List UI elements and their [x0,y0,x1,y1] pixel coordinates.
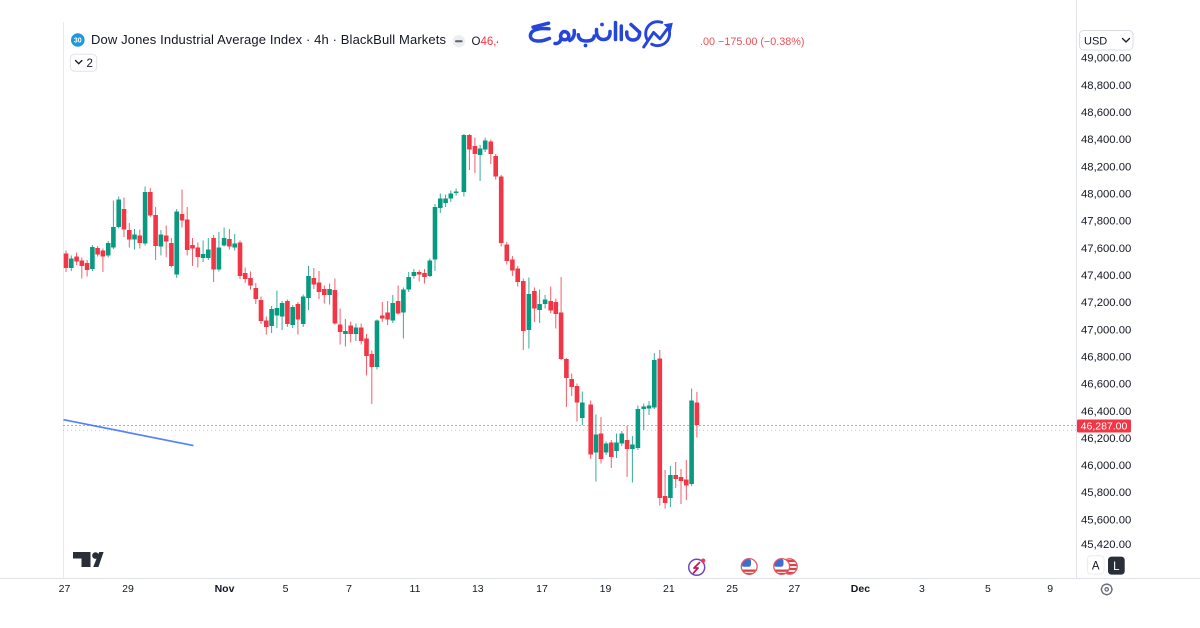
svg-text:25: 25 [726,583,738,595]
svg-text:5: 5 [985,583,991,595]
svg-text:O: O [472,36,481,48]
svg-text:48,600.00: 48,600.00 [1081,107,1131,119]
svg-text:47,000.00: 47,000.00 [1081,324,1131,336]
svg-text:11: 11 [410,583,421,595]
svg-text:46,287.00: 46,287.00 [1081,420,1128,432]
svg-text:Dow Jones Industrial Average I: Dow Jones Industrial Average Index · 4h … [91,32,446,47]
svg-text:48,800.00: 48,800.00 [1081,80,1131,92]
svg-text:19: 19 [600,583,612,595]
svg-text:29: 29 [122,583,134,595]
svg-text:30: 30 [74,38,82,45]
svg-text:L: L [1113,561,1120,573]
svg-text:5: 5 [283,583,289,595]
svg-text:2: 2 [87,58,93,70]
svg-text:47,800.00: 47,800.00 [1081,216,1131,228]
svg-text:A: A [1092,560,1100,572]
svg-text:48,200.00: 48,200.00 [1081,161,1131,173]
svg-text:13: 13 [472,583,484,595]
svg-text:9: 9 [1047,583,1053,595]
svg-text:27: 27 [59,583,71,595]
svg-text:17: 17 [536,583,548,595]
svg-text:48,000.00: 48,000.00 [1081,188,1131,200]
svg-text:21: 21 [663,583,675,595]
svg-text:Dec: Dec [851,583,870,595]
svg-text:27: 27 [789,583,801,595]
svg-text:45,600.00: 45,600.00 [1081,514,1131,526]
svg-text:Nov: Nov [215,583,235,595]
svg-text:46,800.00: 46,800.00 [1081,351,1131,363]
svg-text:7: 7 [346,583,352,595]
svg-text:3: 3 [919,583,925,595]
svg-text:USD: USD [1084,36,1107,48]
svg-text:45,420.00: 45,420.00 [1081,539,1131,551]
svg-text:46,200.00: 46,200.00 [1081,433,1131,445]
svg-text:48,400.00: 48,400.00 [1081,134,1131,146]
svg-text:47,600.00: 47,600.00 [1081,243,1131,255]
svg-text:47,400.00: 47,400.00 [1081,270,1131,282]
svg-text:46,400.00: 46,400.00 [1081,406,1131,418]
svg-text:47,200.00: 47,200.00 [1081,297,1131,309]
svg-text:46,000.00: 46,000.00 [1081,460,1131,472]
svg-text:.00 −175.00 (−0.38%): .00 −175.00 (−0.38%) [700,36,804,48]
svg-text:46,4: 46,4 [481,36,504,48]
svg-text:46,600.00: 46,600.00 [1081,379,1131,391]
svg-text:49,000.00: 49,000.00 [1081,53,1131,65]
svg-text:45,800.00: 45,800.00 [1081,487,1131,499]
